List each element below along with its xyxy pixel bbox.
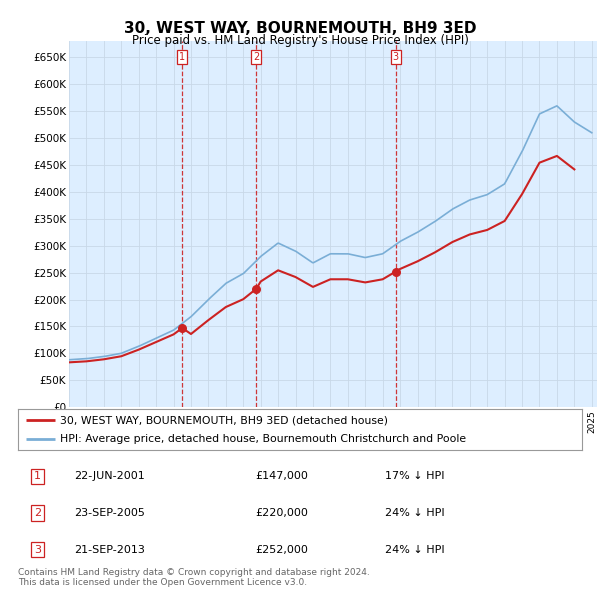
Text: 22-JUN-2001: 22-JUN-2001 [74,471,145,481]
Text: £147,000: £147,000 [255,471,308,481]
Text: 23-SEP-2005: 23-SEP-2005 [74,508,145,518]
Text: £220,000: £220,000 [255,508,308,518]
Text: 1: 1 [179,53,185,63]
Text: 30, WEST WAY, BOURNEMOUTH, BH9 3ED: 30, WEST WAY, BOURNEMOUTH, BH9 3ED [124,21,476,35]
Text: 17% ↓ HPI: 17% ↓ HPI [385,471,444,481]
Text: 21-SEP-2013: 21-SEP-2013 [74,545,145,555]
Text: 2: 2 [34,508,41,518]
Text: 2: 2 [253,53,259,63]
Point [251,284,261,293]
Text: 3: 3 [392,53,399,63]
Point [391,267,401,276]
Text: 1: 1 [34,471,41,481]
Text: £252,000: £252,000 [255,545,308,555]
Text: Contains HM Land Registry data © Crown copyright and database right 2024.
This d: Contains HM Land Registry data © Crown c… [18,568,370,587]
Point [178,323,187,333]
Text: HPI: Average price, detached house, Bournemouth Christchurch and Poole: HPI: Average price, detached house, Bour… [60,434,466,444]
Text: Price paid vs. HM Land Registry's House Price Index (HPI): Price paid vs. HM Land Registry's House … [131,34,469,47]
Text: 30, WEST WAY, BOURNEMOUTH, BH9 3ED (detached house): 30, WEST WAY, BOURNEMOUTH, BH9 3ED (deta… [60,415,388,425]
Text: 3: 3 [34,545,41,555]
Text: 24% ↓ HPI: 24% ↓ HPI [385,545,444,555]
Text: 24% ↓ HPI: 24% ↓ HPI [385,508,444,518]
